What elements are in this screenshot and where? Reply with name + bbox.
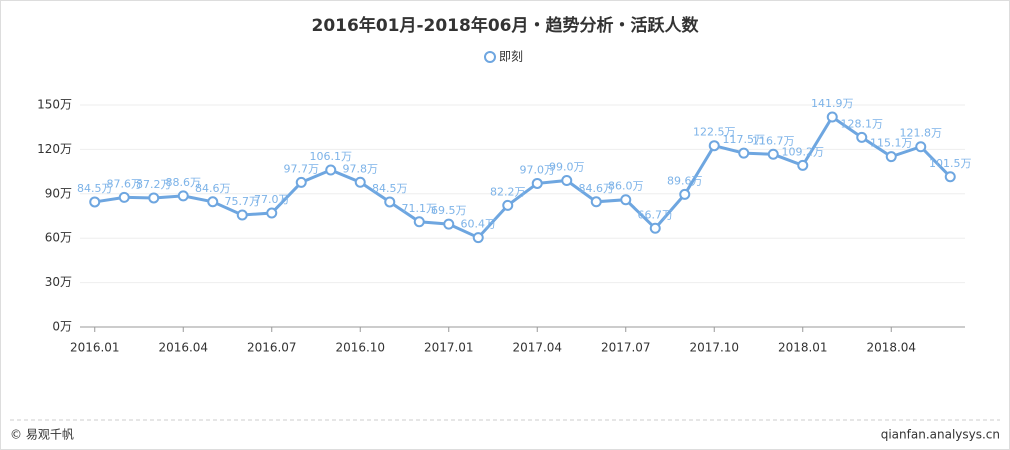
data-point (561, 174, 573, 186)
x-tick-label: 2018.01 (778, 341, 828, 355)
value-label: 88.6万 (166, 176, 202, 189)
series-line (94, 114, 952, 240)
data-point (856, 131, 868, 143)
data-point (915, 141, 927, 153)
value-label: 84.5万 (77, 182, 113, 195)
data-point (531, 177, 543, 189)
data-point (266, 207, 278, 219)
data-point (679, 188, 691, 200)
y-tick-label: 60万 (45, 231, 72, 245)
data-point (502, 199, 514, 211)
y-tick-label: 150万 (37, 98, 72, 112)
x-tick-label: 2016.04 (158, 341, 208, 355)
data-point (620, 194, 632, 206)
value-label: 89.6万 (667, 174, 703, 187)
data-point (944, 171, 956, 183)
data-point (148, 192, 160, 204)
data-point (472, 232, 484, 244)
data-point (797, 159, 809, 171)
data-point (118, 191, 130, 203)
value-label: 84.6万 (579, 182, 615, 195)
value-label: 69.5万 (431, 204, 467, 217)
data-point (177, 190, 189, 202)
x-tick-label: 2017.07 (601, 341, 651, 355)
y-tick-label: 90万 (45, 186, 72, 200)
value-label: 60.4万 (461, 218, 497, 231)
data-point (207, 196, 219, 208)
x-tick-label: 2017.04 (512, 341, 562, 355)
value-label: 121.8万 (900, 127, 943, 140)
data-point (767, 148, 779, 160)
x-tick-label: 2016.10 (335, 341, 385, 355)
value-label: 87.6万 (107, 177, 143, 190)
x-tick-label: 2016.01 (70, 341, 120, 355)
footer-left: © 易观千帆 (10, 427, 74, 442)
y-tick-label: 30万 (45, 275, 72, 289)
value-label: 71.1万 (402, 202, 438, 215)
y-tick-label: 0万 (52, 320, 72, 334)
value-label: 106.1万 (310, 150, 353, 163)
value-label: 128.1万 (841, 117, 884, 130)
value-label: 86.0万 (608, 180, 644, 193)
data-point (384, 196, 396, 208)
data-point (649, 222, 661, 234)
value-label: 77.0万 (254, 193, 290, 206)
legend-label: 即刻 (499, 50, 523, 64)
data-point (354, 176, 366, 188)
data-point (885, 151, 897, 163)
value-label: 117.5万 (723, 133, 766, 146)
value-label: 115.1万 (870, 137, 913, 150)
value-label: 84.5万 (372, 182, 408, 195)
value-label: 116.7万 (752, 134, 795, 147)
data-point (413, 216, 425, 228)
data-point (590, 196, 602, 208)
value-label: 101.5万 (929, 157, 972, 170)
chart-title: 2016年01月-2018年06月・趋势分析・活跃人数 (312, 15, 700, 36)
data-point (89, 196, 101, 208)
data-point (236, 209, 248, 221)
data-point (826, 111, 838, 123)
value-label: 122.5万 (693, 126, 736, 139)
value-label: 66.7万 (638, 208, 674, 221)
value-label: 109.2万 (782, 145, 825, 158)
data-point (738, 147, 750, 159)
x-tick-label: 2017.01 (424, 341, 474, 355)
value-label: 141.9万 (811, 97, 854, 110)
legend-marker (484, 51, 496, 63)
data-point (443, 218, 455, 230)
value-label: 97.0万 (520, 163, 556, 176)
y-tick-label: 120万 (37, 142, 72, 156)
data-point (325, 164, 337, 176)
x-tick-label: 2016.07 (247, 341, 297, 355)
value-label: 84.6万 (195, 182, 231, 195)
x-tick-label: 2017.10 (689, 341, 739, 355)
value-label: 97.7万 (284, 162, 320, 175)
value-label: 99.0万 (549, 160, 585, 173)
value-label: 87.2万 (136, 178, 172, 191)
value-label: 82.2万 (490, 185, 526, 198)
data-point (708, 140, 720, 152)
footer-right: qianfan.analysys.cn (881, 428, 1000, 442)
data-point (295, 176, 307, 188)
value-label: 75.7万 (225, 195, 261, 208)
x-tick-label: 2018.04 (866, 341, 916, 355)
value-label: 97.8万 (343, 162, 379, 175)
